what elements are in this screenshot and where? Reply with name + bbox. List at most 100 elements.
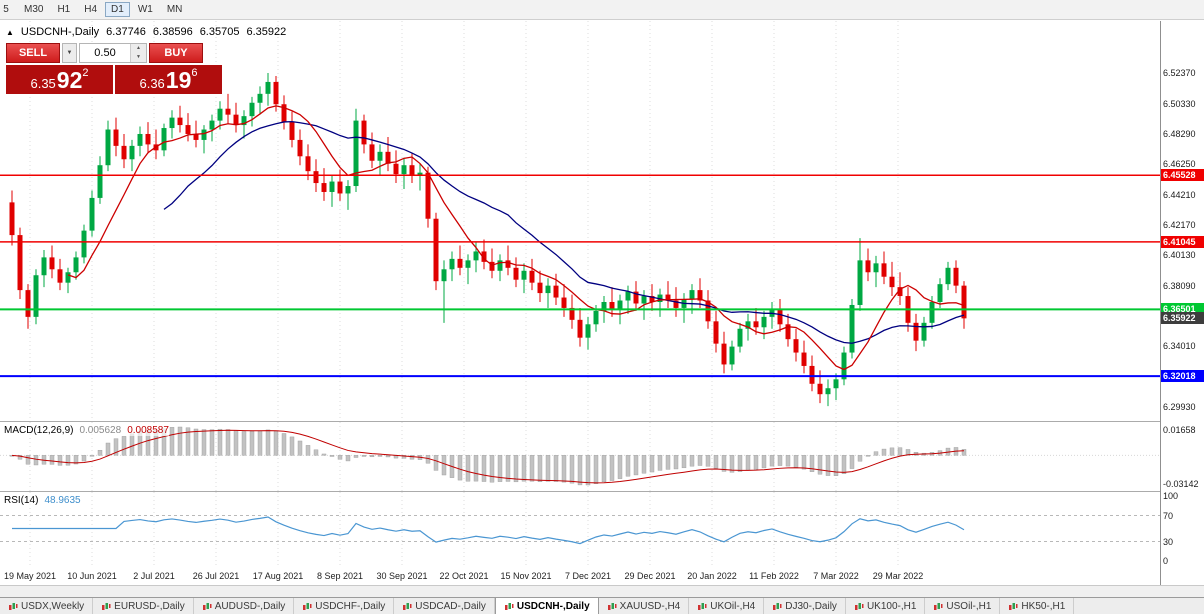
volume-increase-button[interactable]: ▲ [131, 44, 146, 53]
price-axis-label: 6.50330 [1163, 98, 1196, 109]
price-axis-label: 6.48290 [1163, 129, 1196, 140]
tab-label: USDCNH-,Daily [516, 600, 590, 612]
rsi-name: RSI(14) [4, 495, 39, 506]
price-chart-panel[interactable]: ▲ USDCNH-,Daily 6.37746 6.38596 6.35705 … [0, 21, 1160, 421]
one-click-trading-panel: SELL ▼ ▲ ▼ BUY 6.35922 6.361 [6, 43, 224, 94]
tab-label: AUDUSD-,Daily [214, 600, 286, 612]
volume-dropdown-button[interactable]: ▼ [62, 43, 77, 63]
tab-label: HK50-,H1 [1021, 600, 1066, 612]
timeframe-button-5[interactable]: 5 [3, 4, 9, 15]
chart-symbol-label: USDCNH-,Daily [20, 26, 100, 38]
tab-label: USDCAD-,Daily [415, 600, 486, 612]
price-axis-label: 6.29930 [1163, 402, 1196, 413]
ohlc-open: 6.37746 [106, 26, 146, 38]
chart-title: ▲ USDCNH-,Daily 6.37746 6.38596 6.35705 … [6, 26, 286, 38]
tab-usdchf-daily[interactable]: USDCHF-,Daily [294, 598, 395, 614]
volume-input[interactable] [80, 44, 130, 62]
price-axis[interactable]: 6.52370 6.50330 6.48290 6.46250 6.44210 6.421… [1160, 21, 1204, 585]
price-level-tag: 6.45528 [1161, 169, 1204, 182]
timeframe-button-h1[interactable]: H1 [57, 4, 71, 15]
macd-plot [0, 422, 1160, 491]
price-axis-label: 6.40130 [1163, 250, 1196, 261]
timeframe-button-h4[interactable]: H4 [84, 4, 98, 15]
time-axis-label: 7 Mar 2022 [813, 571, 859, 581]
tab-label: USDCHF-,Daily [315, 600, 386, 612]
bid-price-big: 92 [56, 67, 83, 93]
horizontal-scroll-strip [0, 585, 1204, 597]
tab-label: DJ30-,Daily [785, 600, 837, 612]
macd-label: MACD(12,26,9) 0.005628 0.008587 [4, 425, 169, 436]
ask-price-prefix: 6.36 [139, 76, 165, 91]
candlestick-chart-icon [8, 601, 18, 611]
candlestick-chart-icon [933, 601, 943, 611]
tab-uk100-h1[interactable]: UK100-,H1 [846, 598, 926, 614]
timeframe-toolbar: 5 M30 H1 H4 D1 W1 MN [0, 0, 1204, 20]
rsi-axis-label: 70 [1163, 510, 1174, 521]
candlestick-chart-icon [202, 601, 212, 611]
time-axis-label: 10 Jun 2021 [67, 571, 117, 581]
ask-quote-box[interactable]: 6.36 19 6 [115, 65, 222, 94]
chart-window: ▲ USDCNH-,Daily 6.37746 6.38596 6.35705 … [0, 21, 1204, 585]
tab-eurusd-daily[interactable]: EURUSD-,Daily [93, 598, 194, 614]
macd-panel[interactable]: MACD(12,26,9) 0.005628 0.008587 [0, 422, 1160, 491]
timeframe-button-mn[interactable]: MN [166, 4, 183, 15]
price-axis-label: 6.52370 [1163, 68, 1196, 79]
tab-label: EURUSD-,Daily [114, 600, 185, 612]
time-axis-label: 2 Jul 2021 [133, 571, 175, 581]
timeframe-button-m30[interactable]: M30 [24, 4, 44, 15]
time-axis-label: 29 Mar 2022 [872, 571, 924, 581]
panel-divider[interactable] [0, 421, 1204, 422]
rsi-axis-label: 0 [1163, 556, 1169, 566]
rsi-axis-label: 30 [1163, 536, 1174, 547]
tab-usdcnh-daily[interactable]: USDCNH-,Daily [494, 598, 599, 614]
candlestick-plot[interactable] [0, 21, 1160, 421]
tab-audusd-daily[interactable]: AUDUSD-,Daily [194, 598, 295, 614]
tab-hk50-h1[interactable]: HK50-,H1 [1000, 598, 1075, 614]
time-axis-label: 8 Sep 2021 [316, 571, 364, 581]
candlestick-chart-icon [854, 601, 864, 611]
candlestick-chart-icon [402, 601, 412, 611]
tab-usoil-h1[interactable]: USOil-,H1 [925, 598, 1001, 614]
tab-usdcad-daily[interactable]: USDCAD-,Daily [394, 598, 495, 614]
tab-usdx-weekly[interactable]: USDX,Weekly [0, 598, 94, 614]
rsi-value: 48.9635 [44, 495, 81, 506]
chart-tabbar: USDX,Weekly EURUSD-,Daily AUDUSD-,Daily USD… [0, 597, 1204, 614]
time-axis-label: 30 Sep 2021 [376, 571, 428, 581]
bid-price-prefix: 6.35 [30, 76, 56, 91]
candlestick-chart-icon [101, 601, 111, 611]
ask-price-sup: 6 [191, 67, 198, 79]
ohlc-close: 6.35922 [246, 26, 287, 38]
time-axis-label: 20 Jan 2022 [687, 571, 737, 581]
ohlc-low: 6.35705 [199, 26, 240, 38]
bid-price-sup: 2 [82, 67, 89, 79]
bid-quote-box[interactable]: 6.35 92 2 [6, 65, 113, 94]
time-axis-label: 19 May 2021 [3, 571, 57, 581]
macd-name: MACD(12,26,9) [4, 425, 74, 436]
ask-price-big: 19 [165, 67, 192, 93]
timeframe-button-d1[interactable]: D1 [105, 2, 130, 17]
panel-divider[interactable] [0, 491, 1204, 492]
timeframe-button-w1[interactable]: W1 [137, 4, 153, 15]
rsi-axis-label: 100 [1163, 491, 1179, 501]
price-axis-label: 6.34010 [1163, 341, 1196, 352]
ohlc-high: 6.38596 [152, 26, 193, 38]
tab-ukoil-h4[interactable]: UKOil-,H4 [689, 598, 765, 614]
candlestick-chart-icon [697, 601, 707, 611]
rsi-plot [0, 492, 1160, 566]
price-axis-label: 6.38090 [1163, 280, 1196, 291]
tab-label: USOil-,H1 [946, 600, 992, 612]
sell-button[interactable]: SELL [6, 43, 60, 63]
time-axis-label: 7 Dec 2021 [564, 571, 612, 581]
time-axis[interactable]: 19 May 2021 10 Jun 2021 2 Jul 2021 26 Jul 2… [0, 566, 1160, 585]
candlestick-chart-icon [607, 601, 617, 611]
tab-dj30-daily[interactable]: DJ30-,Daily [764, 598, 846, 614]
time-axis-label: 29 Dec 2021 [624, 571, 676, 581]
time-axis-label: 15 Nov 2021 [500, 571, 552, 581]
tab-xauusd-h4[interactable]: XAUUSD-,H4 [599, 598, 690, 614]
tab-label: XAUUSD-,H4 [619, 600, 681, 612]
buy-button[interactable]: BUY [149, 43, 203, 63]
candlestick-chart-icon [772, 601, 782, 611]
price-axis-label: 6.46250 [1163, 159, 1196, 170]
rsi-panel[interactable]: RSI(14) 48.9635 [0, 492, 1160, 566]
volume-decrease-button[interactable]: ▼ [131, 53, 146, 62]
